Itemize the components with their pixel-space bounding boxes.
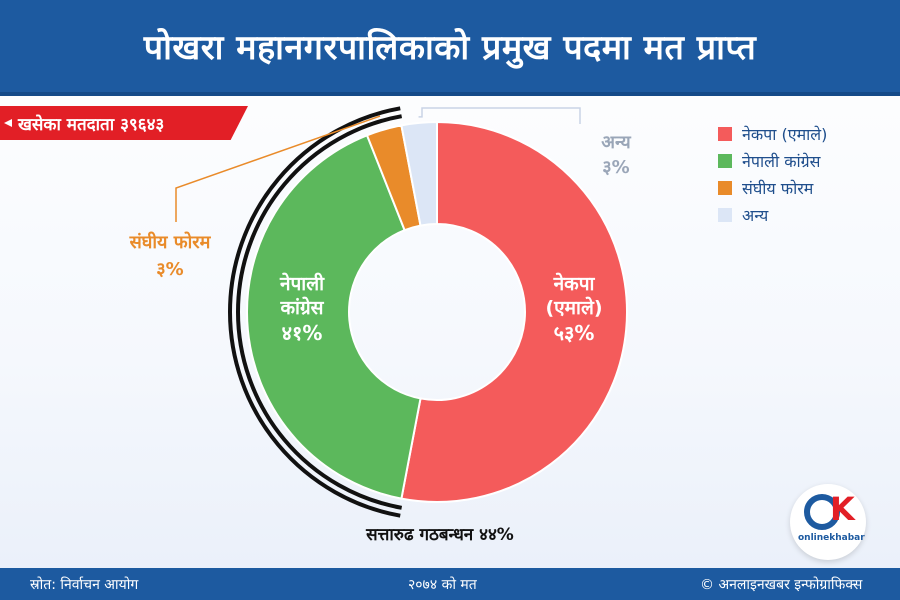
slice-label: नेपाली	[279, 272, 325, 295]
legend-swatch	[718, 126, 732, 141]
slice-uml	[400, 120, 628, 503]
legend-label: अन्य	[742, 205, 769, 225]
legend-label: नेपाली कांग्रेस	[742, 151, 821, 171]
footer-election: २०७४ को मत	[408, 577, 477, 593]
onlinekhabar-logo: K onlinekhabar	[790, 484, 866, 560]
slice-other	[400, 120, 438, 227]
footer-source: स्रोत: निर्वाचन आयोग	[30, 577, 139, 593]
footer-bar: स्रोत: निर्वाचन आयोग २०७४ को मत © अनलाइन…	[0, 568, 900, 600]
legend-item: नेपाली कांग्रेस	[718, 147, 827, 174]
legend-label: नेकपा (एमाले)	[742, 124, 828, 144]
callout-percent-other: ३%	[602, 157, 629, 178]
header-bar: पोखरा महानगरपालिकाको प्रमुख पदमा मत प्रा…	[0, 0, 900, 96]
callout-leader-line	[418, 107, 581, 124]
coalition-arc-inner	[236, 114, 403, 510]
legend-swatch	[718, 153, 732, 168]
slice-percent-label: ५३%	[554, 321, 595, 345]
logo-wordmark: onlinekhabar	[798, 533, 865, 543]
legend-item: संघीय फोरम	[718, 174, 827, 201]
coalition-annotation: सत्तारुढ गठबन्धन ४४%	[365, 525, 514, 545]
callout-percent-federal-forum: ३%	[156, 259, 183, 280]
slice-label: (एमाले)	[545, 296, 602, 319]
legend-label: संघीय फोरम	[742, 178, 814, 198]
legend-item: अन्य	[718, 201, 827, 228]
legend-swatch	[718, 207, 732, 222]
slice-label: कांग्रेस	[279, 296, 324, 319]
slice-label: नेकपा	[553, 272, 596, 295]
slice-congress	[246, 134, 422, 500]
page-title: पोखरा महानगरपालिकाको प्रमुख पदमा मत प्रा…	[143, 28, 757, 68]
legend-item: नेकपा (एमाले)	[718, 120, 827, 147]
logo-o-mark	[804, 494, 840, 530]
legend-swatch	[718, 180, 732, 195]
chart-legend: नेकपा (एमाले) नेपाली कांग्रेस संघीय फोरम…	[718, 120, 827, 228]
footer-credit: © अनलाइनखबर इन्फोग्राफिक्स	[700, 577, 863, 593]
callout-leader-line	[175, 115, 381, 222]
voters-badge-label: खसेका मतदाता ३९६४३	[18, 114, 165, 135]
callout-label-federal-forum: संघीय फोरम	[129, 231, 212, 253]
logo-k-mark: K	[830, 490, 855, 528]
slice-percent-label: ४१%	[282, 321, 323, 345]
callout-label-other: अन्य	[601, 132, 632, 153]
voters-badge: खसेका मतदाता ३९६४३	[0, 106, 248, 140]
arrow-icon	[4, 119, 12, 127]
coalition-arc-outer	[228, 106, 401, 518]
